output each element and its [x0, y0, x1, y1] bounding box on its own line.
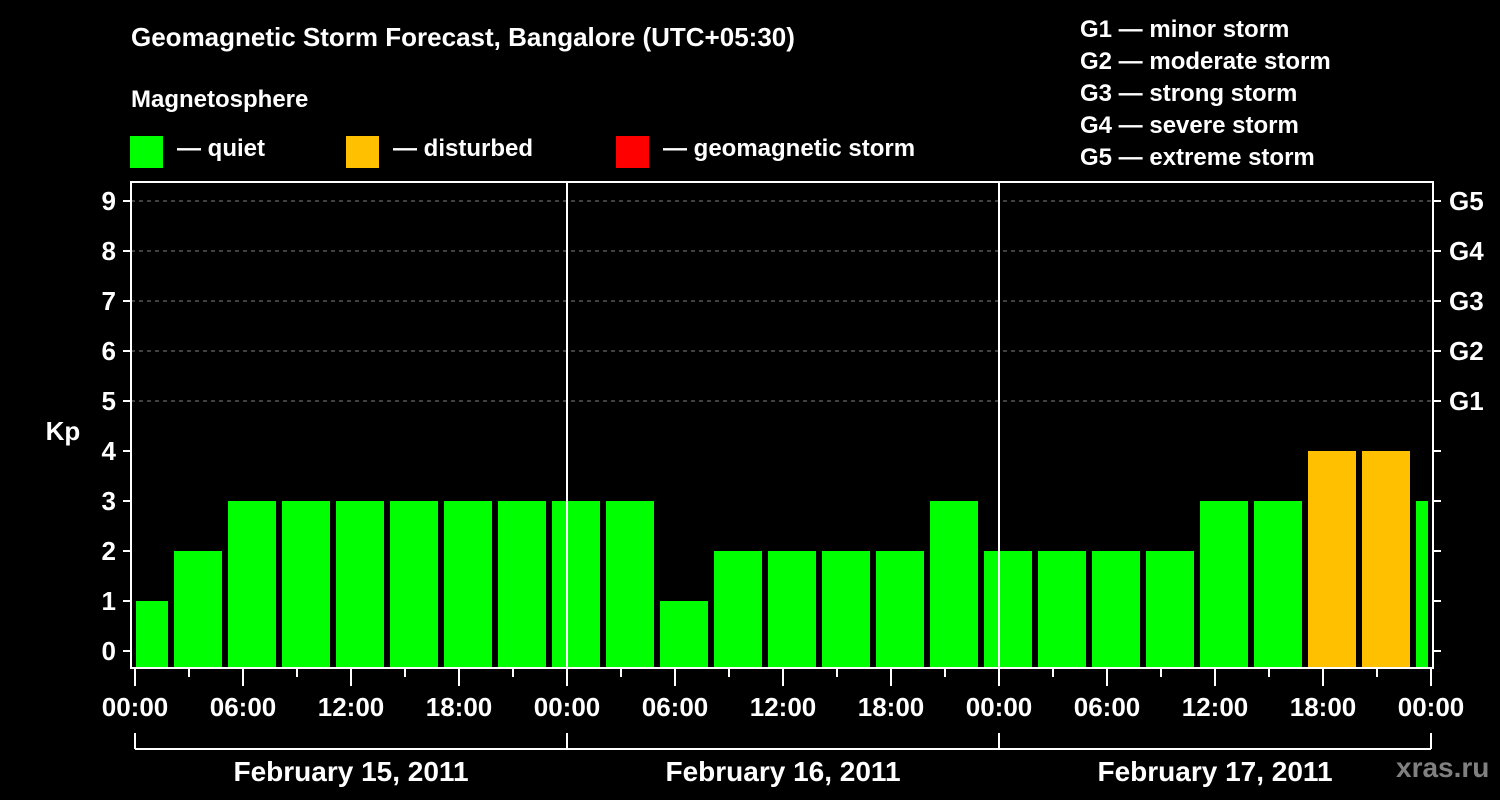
scale-g2: G2 — moderate storm [1080, 48, 1331, 75]
chart-title: Geomagnetic Storm Forecast, Bangalore (U… [131, 22, 795, 52]
kp-bar [714, 551, 762, 667]
legend-label: — geomagnetic storm [663, 134, 916, 162]
date-label: February 15, 2011 [233, 756, 468, 787]
bars [136, 451, 1428, 667]
y-tick-label: 0 [102, 636, 116, 666]
kp-bar [1308, 451, 1356, 667]
y-axis: 0 1 2 3 4 5 6 7 8 9 [102, 186, 131, 666]
g-scale-label: G4 [1449, 236, 1484, 266]
kp-bar [1092, 551, 1140, 667]
kp-bar [1038, 551, 1086, 667]
y-tick-label: 6 [102, 336, 116, 366]
x-tick-label: 00:00 [534, 692, 601, 722]
x-tick-label: 18:00 [1290, 692, 1357, 722]
kp-bar [228, 501, 276, 667]
x-tick-label: 12:00 [1182, 692, 1249, 722]
kp-bar [498, 501, 546, 667]
kp-bar [930, 501, 978, 667]
x-axis: 00:00 06:00 12:00 18:00 00:00 06:00 12:00 18:00… [102, 668, 1465, 722]
y-tick-label: 9 [102, 186, 116, 216]
date-label: February 17, 2011 [1097, 756, 1332, 787]
x-tick-label: 12:00 [750, 692, 817, 722]
kp-bar [552, 501, 600, 667]
y-tick-label: 3 [102, 486, 116, 516]
g-scale-label: G1 [1449, 386, 1484, 416]
quiet-swatch [130, 135, 163, 168]
kp-bar [1146, 551, 1194, 667]
scale-g5: G5 — extreme storm [1080, 144, 1315, 171]
date-label: February 16, 2011 [665, 756, 900, 787]
legend-disturbed: — disturbed [346, 135, 533, 168]
kp-bar [822, 551, 870, 667]
x-tick-label: 18:00 [858, 692, 925, 722]
y-tick-label: 4 [102, 436, 117, 466]
scale-g4: G4 — severe storm [1080, 112, 1299, 139]
x-tick-label: 06:00 [1074, 692, 1141, 722]
watermark: xras.ru [1396, 752, 1490, 783]
kp-bar [1200, 501, 1248, 667]
y-axis-label: Kp [46, 416, 81, 446]
kp-bar [136, 601, 168, 667]
x-tick-label: 00:00 [102, 692, 169, 722]
kp-bar [1254, 501, 1302, 667]
gridlines [131, 200, 1433, 402]
kp-bar [444, 501, 492, 667]
kp-bar [282, 501, 330, 667]
x-tick-label: 18:00 [426, 692, 493, 722]
y-tick-label: 7 [102, 286, 116, 316]
g-scale-axis: G1 G2 G3 G4 G5 [1433, 186, 1484, 652]
x-tick-label: 12:00 [318, 692, 385, 722]
y-tick-label: 2 [102, 536, 116, 566]
scale-g3: G3 — strong storm [1080, 80, 1298, 107]
x-tick-label: 00:00 [1398, 692, 1465, 722]
y-tick-label: 8 [102, 236, 116, 266]
g-scale-label: G5 [1449, 186, 1484, 216]
x-tick-label: 06:00 [210, 692, 277, 722]
kp-bar [660, 601, 708, 667]
kp-bar [336, 501, 384, 667]
date-brackets: February 15, 2011 February 16, 2011 Februa… [134, 733, 1432, 787]
storm-swatch [616, 135, 649, 168]
kp-bar [174, 551, 222, 667]
kp-bar [390, 501, 438, 667]
kp-bar [876, 551, 924, 667]
kp-bar [606, 501, 654, 667]
kp-bar [1416, 501, 1428, 667]
legend-title: Magnetosphere [131, 86, 309, 113]
kp-bar [768, 551, 816, 667]
disturbed-swatch [346, 135, 379, 168]
kp-bar [1362, 451, 1410, 667]
scale-g1: G1 — minor storm [1080, 16, 1290, 43]
kp-bar [984, 551, 1032, 667]
legend-label: — disturbed [393, 134, 534, 162]
g-scale-label: G3 [1449, 286, 1484, 316]
x-tick-label: 06:00 [642, 692, 709, 722]
g-scale-label: G2 [1449, 336, 1484, 366]
legend-label: — quiet [177, 134, 265, 162]
x-tick-label: 00:00 [966, 692, 1033, 722]
legend-quiet: — quiet [130, 135, 265, 168]
storm-scale-legend: G1 — minor storm G2 — moderate storm G3 … [1080, 14, 1331, 174]
y-tick-label: 1 [102, 586, 116, 616]
y-tick-label: 5 [102, 386, 116, 416]
legend-storm: — geomagnetic storm [616, 135, 915, 168]
